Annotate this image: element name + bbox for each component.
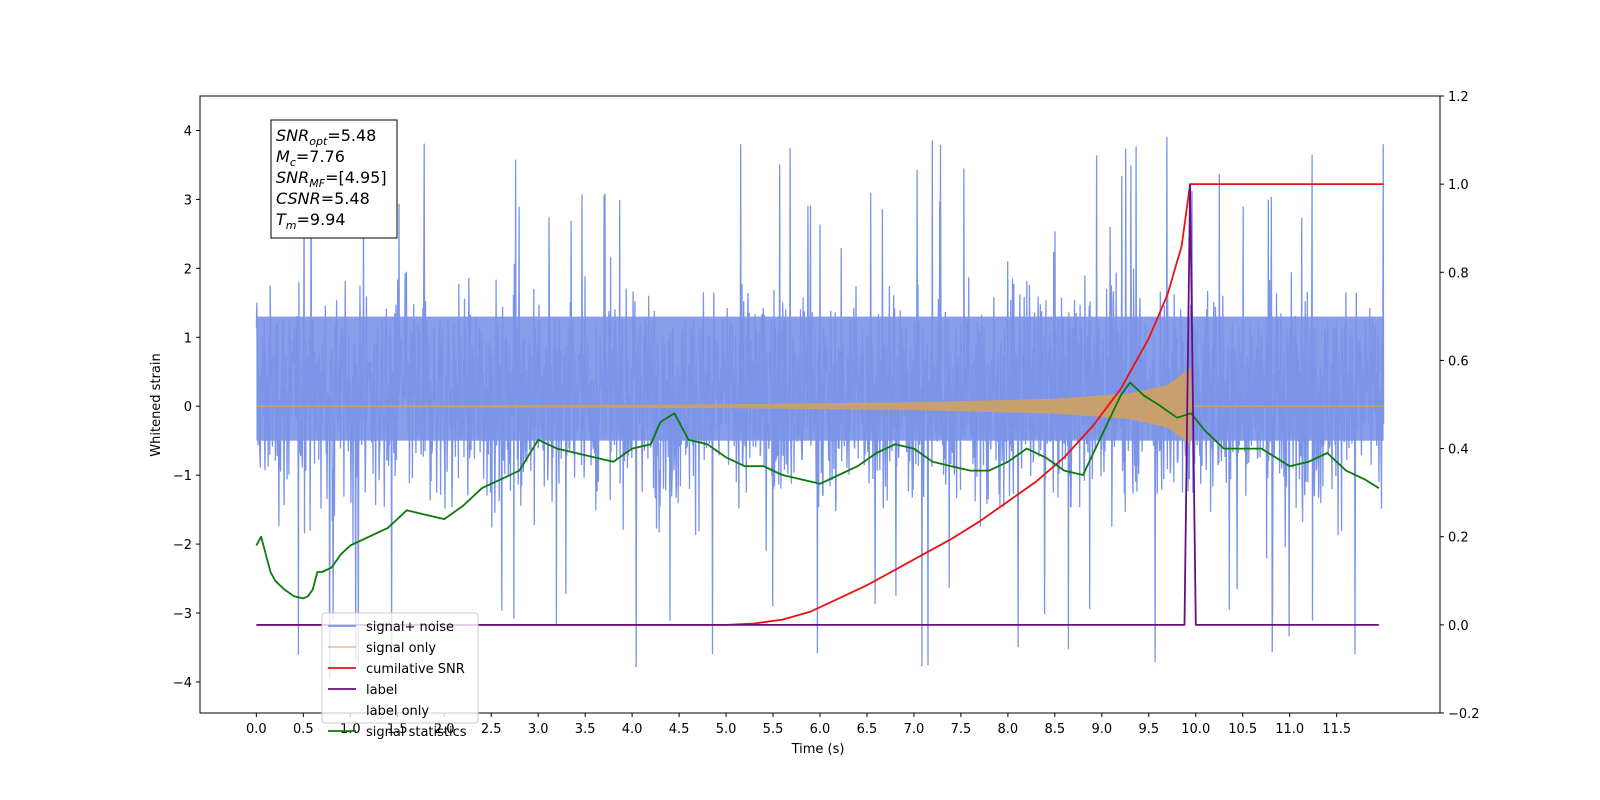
x-tick-label: 2.5	[481, 722, 502, 737]
x-tick-label: 0.5	[293, 722, 314, 737]
x-tick-label: 0.0	[246, 722, 267, 737]
legend: signal+ noise signal only cumilative SNR la…	[321, 612, 479, 740]
y-left-tick-label: 4	[184, 124, 192, 139]
label-line	[256, 183, 1379, 626]
x-tick-label: 8.0	[998, 722, 1019, 737]
x-tick-label: 3.5	[575, 722, 596, 737]
y-right-tick-label: −0.2	[1448, 707, 1480, 722]
legend-label: cumilative SNR	[366, 662, 465, 677]
y-axis-label: Whitened strain	[149, 353, 164, 456]
x-tick-label: 6.0	[810, 722, 831, 737]
annotation-frame	[270, 119, 398, 239]
x-tick-label: 10.0	[1181, 722, 1210, 737]
y-right-tick-label: 0.2	[1448, 531, 1469, 546]
annotation-line: Tm=9.94	[276, 210, 346, 232]
y-right-tick-label: 0.6	[1448, 354, 1469, 369]
x-tick-label: 4.0	[622, 722, 643, 737]
y-left-tick-label: −1	[173, 469, 192, 484]
y-right-tick-label: 1.2	[1448, 90, 1469, 105]
y-left-tick-label: −4	[173, 676, 192, 691]
y-right-axis-ticks: −0.2 0.0 0.2 0.4 0.6 0.8 1.0 1.2	[1440, 90, 1480, 722]
x-tick-label: 11.5	[1322, 722, 1351, 737]
x-tick-label: 5.5	[763, 722, 784, 737]
x-tick-label: 2.0	[434, 722, 455, 737]
x-tick-label: 1.0	[340, 722, 361, 737]
x-tick-label: 9.5	[1138, 722, 1159, 737]
y-left-axis-ticks: −4 −3 −2 −1 0 1 2 3 4	[173, 124, 200, 691]
x-tick-label: 10.5	[1228, 722, 1257, 737]
annotation-line: CSNR=5.48	[276, 189, 370, 208]
y-left-tick-label: 0	[184, 400, 192, 415]
y-left-tick-label: 3	[184, 193, 192, 208]
x-tick-label: 3.0	[528, 722, 549, 737]
signal-plus-noise-core	[256, 316, 1384, 441]
legend-frame	[321, 612, 479, 724]
annotation-line: Mc=7.76	[276, 147, 345, 169]
y-right-tick-label: 1.0	[1448, 178, 1469, 193]
legend-label: signal statistics	[366, 725, 467, 740]
y-right-tick-label: 0.0	[1448, 619, 1469, 634]
x-axis-ticks: 0.0 0.5 1.0 1.5 2.0 2.5 3.0 3.5 4.0 4.5 5.0 5.5 6.0 6…	[246, 713, 1351, 737]
x-tick-label: 8.5	[1045, 722, 1066, 737]
x-tick-label: 5.0	[716, 722, 737, 737]
legend-label: label	[366, 683, 397, 698]
signal-only-band	[256, 367, 1384, 446]
x-tick-label: 7.0	[904, 722, 925, 737]
annotation-line: SNRMF=[4.95]	[276, 168, 387, 190]
x-tick-label: 9.0	[1091, 722, 1112, 737]
y-right-tick-label: 0.8	[1448, 266, 1469, 281]
y-left-tick-label: −2	[173, 538, 192, 553]
annotation-line: SNRopt=5.48	[276, 126, 376, 148]
x-axis-label: Time (s)	[791, 742, 845, 757]
y-left-tick-label: 2	[184, 262, 192, 277]
legend-label: label only	[366, 704, 429, 719]
y-right-tick-label: 0.4	[1448, 443, 1469, 458]
x-tick-label: 4.5	[669, 722, 690, 737]
x-tick-label: 7.5	[951, 722, 972, 737]
y-left-tick-label: 1	[184, 331, 192, 346]
x-tick-label: 6.5	[857, 722, 878, 737]
y-left-tick-label: −3	[173, 607, 192, 622]
x-tick-label: 1.5	[387, 722, 408, 737]
x-tick-label: 11.0	[1275, 722, 1304, 737]
legend-label: signal only	[366, 641, 436, 656]
signal-statistics-line	[255, 381, 1380, 600]
series-lines	[255, 183, 1384, 626]
cumilative-snr-line	[256, 183, 1384, 626]
legend-label: signal+ noise	[366, 620, 454, 635]
